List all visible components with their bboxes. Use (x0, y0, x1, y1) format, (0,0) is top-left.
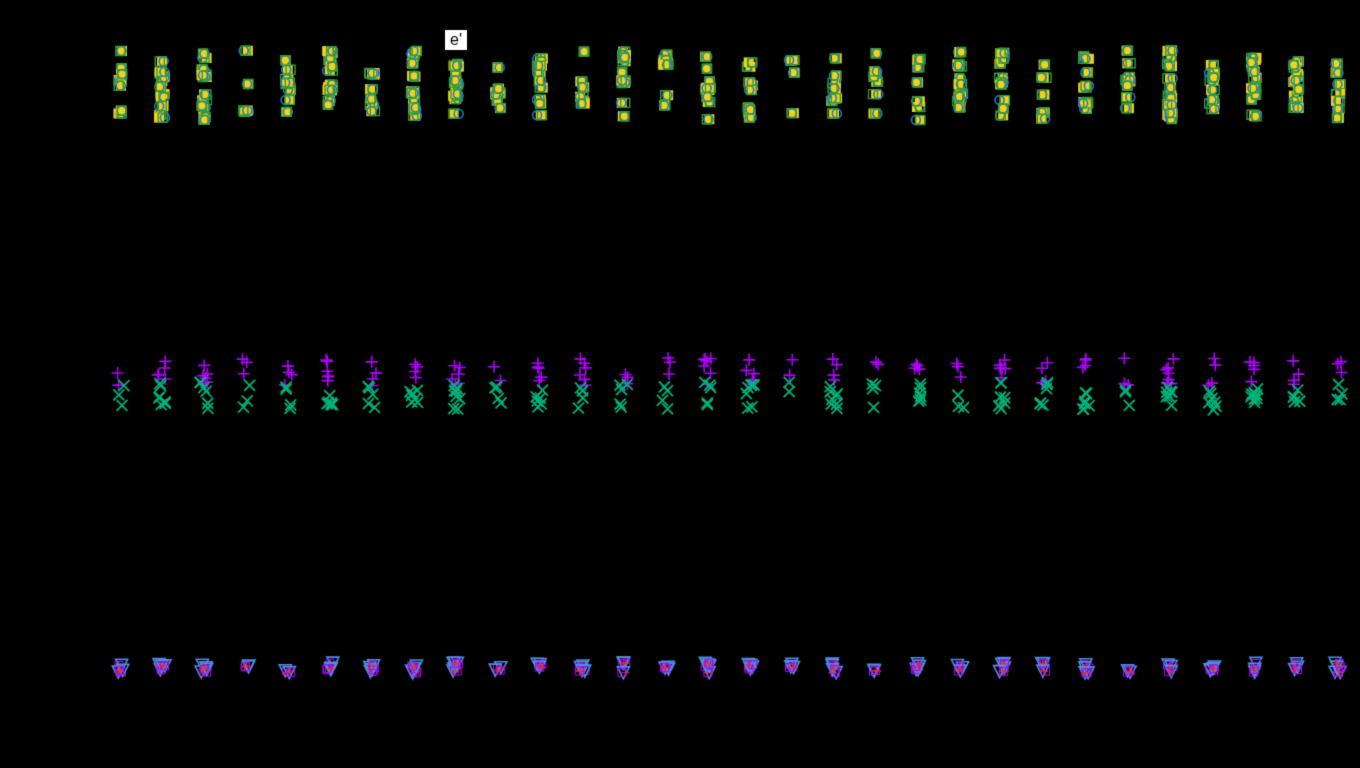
scatter-plot-canvas (0, 0, 1360, 768)
